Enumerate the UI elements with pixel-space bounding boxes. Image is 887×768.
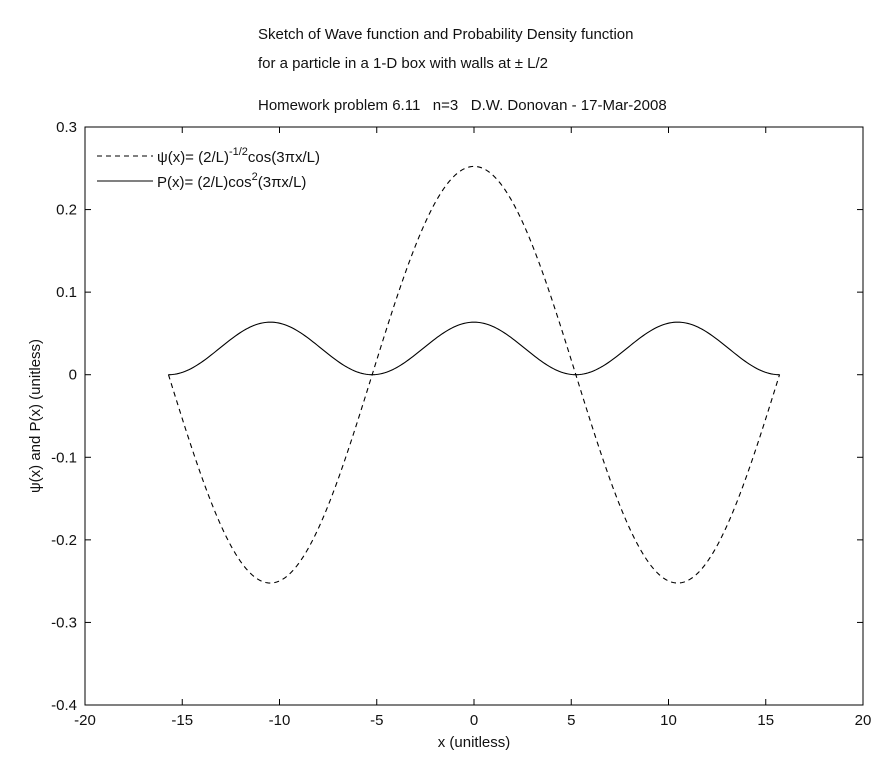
title-line-3: Homework problem 6.11 n=3 D.W. Donovan -… [258,97,667,114]
series-lines [167,165,781,584]
x-tick-label: 10 [660,712,677,729]
y-tick-label: 0 [69,367,77,384]
x-tick-label: -10 [269,712,291,729]
y-axis-label: ψ(x) and P(x) (unitless) [27,339,44,493]
series-line-psi [167,165,781,584]
y-tick-label: -0.1 [51,449,77,466]
x-tick-label: -15 [171,712,193,729]
y-tick-label: -0.3 [51,614,77,631]
x-axis-label: x (unitless) [438,734,511,751]
x-tick-label: -20 [74,712,96,729]
legend-psi-part-1: ψ(x)= (2/L) [157,149,229,166]
x-tick-label: 0 [470,712,478,729]
title-line-1: Sketch of Wave function and Probability … [258,26,633,43]
y-tick-label: -0.2 [51,532,77,549]
x-tick-label: 20 [855,712,872,729]
chart-title: Sketch of Wave function and Probability … [258,26,667,114]
legend-psi-superscript: -1/2 [229,146,248,158]
y-tick-label: 0.1 [56,284,77,301]
legend: ψ(x)= (2/L)-1/2cos(3πx/L) P(x)= (2/L)cos… [97,146,320,191]
legend-label-psi: ψ(x)= (2/L)-1/2cos(3πx/L) [157,146,320,166]
legend-p-superscript: 2 [252,171,258,183]
y-tick-label: -0.4 [51,697,77,714]
y-tick-label: 0.3 [56,119,77,136]
legend-psi-part-3: cos(3πx/L) [248,149,320,166]
plot-frame [84,126,864,706]
legend-p-part-1: P(x)= (2/L)cos [157,174,252,191]
y-axis-ticks: -0.4 -0.3 -0.2 -0.1 0 0.1 0.2 0.3 [51,119,863,714]
legend-label-p: P(x)= (2/L)cos2(3πx/L) [157,171,306,191]
x-axis-ticks: -20 -15 -10 -5 0 5 10 15 20 [74,127,871,729]
x-tick-label: -5 [370,712,383,729]
x-tick-label: 15 [757,712,774,729]
legend-p-part-3: (3πx/L) [258,174,307,191]
series-line-p [168,321,780,376]
title-line-2: for a particle in a 1-D box with walls a… [258,55,548,72]
y-tick-label: 0.2 [56,202,77,219]
x-tick-label: 5 [567,712,575,729]
